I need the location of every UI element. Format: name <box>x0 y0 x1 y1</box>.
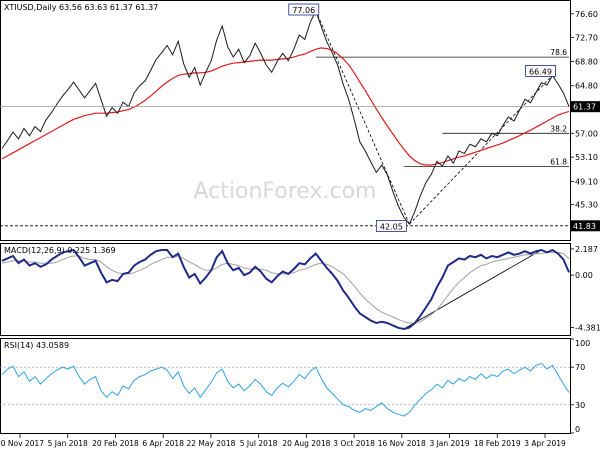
price-axis-label: 64.80 <box>575 82 598 91</box>
fib-level-label: 61.8 <box>550 158 567 167</box>
macd-panel: 2.187 0.00 -4.381 MACD(12,26,9) 0.225 1.36… <box>0 243 600 336</box>
low-label: 42.05 <box>380 222 403 231</box>
price-panel-frame <box>0 0 571 241</box>
price-panel: ActionForex.com 78.6 38.2 61.8 76.60 72.70 6… <box>0 0 600 241</box>
macd-axis-label: 2.187 <box>575 245 598 254</box>
time-axis-label: 3 Apr 2019 <box>524 439 566 448</box>
down-trendline <box>315 10 410 225</box>
low-label-box <box>375 220 407 232</box>
time-axis-label: 5 Jan 2018 <box>48 439 88 448</box>
time-axis: 20 Nov 2017 5 Jan 2018 20 Feb 2018 6 Apr 20… <box>0 434 566 448</box>
time-axis-label: 16 Nov 2018 <box>378 439 426 448</box>
price-axis: 76.60 72.70 68.80 64.80 57.00 53.10 49.10 45.30 <box>570 10 598 210</box>
time-axis-label: 20 Feb 2018 <box>92 439 139 448</box>
macd-axis-label: -4.381 <box>575 324 600 333</box>
rsi-levels <box>0 366 570 406</box>
last-price-box <box>571 101 600 113</box>
macd-panel-frame <box>0 243 571 336</box>
fibonacci-lines: 78.6 38.2 61.8 <box>315 48 569 167</box>
rsi-axis: 100 70 30 0 <box>570 338 590 434</box>
price-header: XTIUSD,Daily 63.56 63.63 61.37 61.37 <box>4 3 158 12</box>
up-trendline <box>409 75 553 225</box>
high-label-box <box>288 3 320 16</box>
rsi-axis-label: 30 <box>575 401 585 410</box>
price-annotations: 77.06 42.05 66.49 41.83 <box>288 3 600 232</box>
recent-high-label: 66.49 <box>529 67 552 76</box>
high-label: 77.06 <box>292 6 315 15</box>
price-line <box>1 9 570 226</box>
rsi-header: RSI(14) 43.0589 <box>4 341 69 350</box>
time-axis-label: 5 Jul 2018 <box>240 439 278 448</box>
macd-axis: 2.187 0.00 -4.381 <box>570 245 600 333</box>
macd-axis-label: 0.00 <box>575 271 593 280</box>
price-axis-label: 68.80 <box>575 57 598 66</box>
last-price-label: 61.37 <box>573 103 596 112</box>
support-value-label: 41.83 <box>573 222 596 231</box>
macd-line <box>1 248 570 331</box>
watermark: ActionForex.com <box>194 179 377 204</box>
time-axis-label: 6 Apr 2018 <box>142 439 184 448</box>
rsi-axis-label: 100 <box>575 339 590 348</box>
macd-trendline <box>403 249 542 330</box>
price-axis-label: 53.10 <box>575 153 598 162</box>
time-axis-label: 3 Oct 2018 <box>333 439 375 448</box>
rsi-axis-label: 0 <box>575 425 580 434</box>
trendlines <box>0 10 570 227</box>
rsi-panel: 100 70 30 0 RSI(14) 43.0589 <box>0 338 590 434</box>
fib-level-label: 78.6 <box>550 48 567 57</box>
time-axis-label: 3 Jan 2019 <box>429 439 469 448</box>
rsi-panel-frame <box>0 338 571 434</box>
price-axis-label: 45.30 <box>575 201 598 210</box>
time-axis-label: 20 Aug 2018 <box>282 439 330 448</box>
price-axis-label: 76.60 <box>575 10 598 19</box>
time-axis-label: 22 May 2018 <box>186 439 235 448</box>
support-value-box <box>571 220 600 232</box>
time-axis-label: 20 Nov 2017 <box>0 439 44 448</box>
macd-header: MACD(12,26,9) 0.225 1.369 <box>4 246 116 255</box>
time-axis-label: 18 Feb 2019 <box>474 439 521 448</box>
price-axis-label: 57.00 <box>575 129 598 138</box>
recent-high-label-box <box>525 65 556 77</box>
moving-average-line <box>1 47 570 166</box>
macd-signal-line <box>1 251 570 324</box>
fib-level-label: 38.2 <box>550 124 567 133</box>
rsi-line <box>1 362 570 417</box>
rsi-axis-label: 70 <box>575 363 585 372</box>
price-axis-label: 72.70 <box>575 34 598 43</box>
macd-trendline-line <box>403 249 542 330</box>
price-axis-label: 49.10 <box>575 177 598 186</box>
